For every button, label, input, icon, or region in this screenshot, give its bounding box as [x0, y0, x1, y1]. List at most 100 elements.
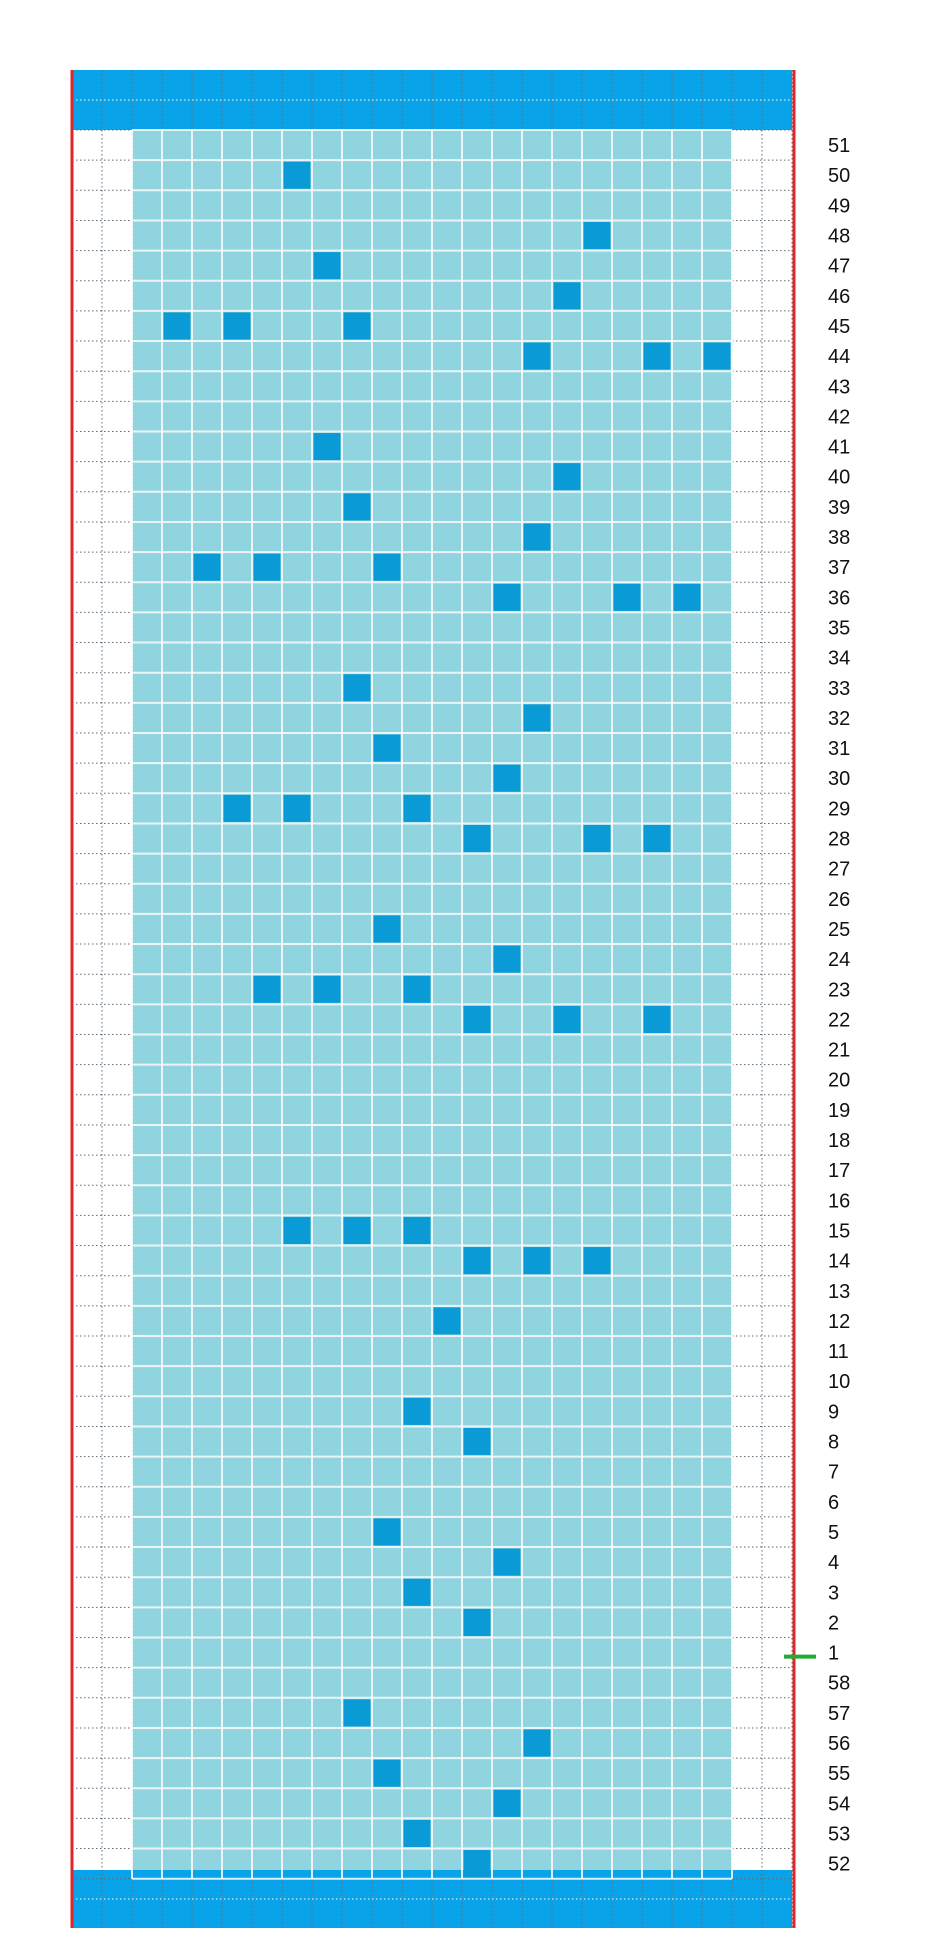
row-label: 52 [828, 1854, 850, 1876]
filled-cell [343, 493, 371, 521]
row-label: 8 [828, 1432, 839, 1454]
filled-cell [403, 1819, 431, 1848]
row-label: 7 [828, 1462, 839, 1484]
row-label: 44 [828, 346, 850, 368]
filled-cell [403, 794, 431, 822]
row-label: 11 [828, 1341, 849, 1363]
row-label: 37 [828, 557, 850, 579]
row-label: 50 [828, 165, 850, 187]
filled-cell [463, 1247, 491, 1275]
filled-cell [523, 704, 551, 732]
filled-cell [583, 1247, 611, 1275]
row-labels: 5150494847464544434241403938373635343332… [784, 135, 850, 1876]
row-label: 48 [828, 226, 850, 248]
filled-cell [193, 553, 221, 581]
filled-cell [463, 1005, 491, 1033]
row-label: 55 [828, 1763, 850, 1785]
filled-cell [553, 282, 581, 310]
filled-cell [553, 463, 581, 491]
filled-cell [493, 583, 521, 611]
filled-cell [703, 342, 731, 370]
filled-cell [163, 312, 191, 340]
filled-cell [343, 312, 371, 340]
row-label: 51 [828, 135, 850, 157]
row-label: 47 [828, 256, 850, 278]
filled-cell [283, 794, 311, 822]
filled-cell [373, 915, 401, 943]
filled-cell [523, 1729, 551, 1757]
filled-cell [493, 945, 521, 973]
row-label: 38 [828, 527, 850, 549]
filled-cell [223, 794, 251, 822]
filled-cell [433, 1307, 461, 1335]
row-label: 58 [828, 1673, 850, 1695]
filled-cell [283, 161, 311, 189]
filled-cell [493, 1789, 521, 1817]
row-label: 43 [828, 376, 850, 398]
filled-cells [163, 161, 731, 1878]
row-label: 45 [828, 316, 850, 338]
filled-cell [493, 1548, 521, 1576]
row-label: 19 [828, 1100, 850, 1122]
filled-cell [223, 312, 251, 340]
filled-cell [373, 553, 401, 581]
filled-cell [373, 734, 401, 762]
row-label: 32 [828, 708, 850, 730]
row-label: 30 [828, 768, 850, 790]
filled-cell [673, 583, 701, 611]
row-label: 15 [828, 1220, 850, 1242]
filled-cell [463, 824, 491, 853]
filled-cell [553, 1005, 581, 1033]
filled-cell [523, 523, 551, 551]
filled-cell [643, 824, 671, 853]
filled-cell [253, 553, 281, 581]
filled-cell [313, 433, 341, 461]
row-label: 16 [828, 1190, 850, 1212]
filled-cell [283, 1216, 311, 1245]
row-label: 20 [828, 1070, 850, 1092]
row-label: 29 [828, 798, 850, 820]
row-label: 56 [828, 1733, 850, 1755]
row-label: 46 [828, 286, 850, 308]
filled-cell [583, 824, 611, 853]
row-label: 21 [828, 1040, 850, 1062]
filled-cell [343, 1699, 371, 1727]
filled-cell [403, 1216, 431, 1245]
filled-cell [403, 975, 431, 1003]
row-label: 54 [828, 1793, 850, 1815]
row-label: 53 [828, 1823, 850, 1845]
row-label: 57 [828, 1703, 850, 1725]
filled-cell [403, 1578, 431, 1606]
row-label: 1 [828, 1643, 839, 1665]
filled-cell [343, 674, 371, 702]
filled-cell [253, 975, 281, 1003]
row-label: 4 [828, 1552, 839, 1574]
row-label: 12 [828, 1311, 850, 1333]
filled-cell [343, 1216, 371, 1245]
row-label: 34 [828, 648, 850, 670]
row-label: 35 [828, 617, 850, 639]
filled-cell [403, 1397, 431, 1425]
filled-cell [493, 764, 521, 792]
row-label: 31 [828, 738, 850, 760]
row-label: 5 [828, 1522, 839, 1544]
filled-cell [313, 252, 341, 280]
row-label: 2 [828, 1612, 839, 1634]
row-label: 3 [828, 1582, 839, 1604]
row-label: 23 [828, 979, 850, 1001]
row-label: 6 [828, 1492, 839, 1514]
row-label: 42 [828, 406, 850, 428]
filled-cell [373, 1518, 401, 1546]
filled-cell [463, 1427, 491, 1456]
row-label: 14 [828, 1251, 850, 1273]
filled-cell [643, 342, 671, 370]
row-label: 18 [828, 1130, 850, 1152]
row-label: 40 [828, 467, 850, 489]
filled-cell [523, 342, 551, 370]
row-label: 22 [828, 1009, 850, 1031]
row-label: 10 [828, 1371, 850, 1393]
filled-cell [463, 1850, 491, 1878]
row-label: 27 [828, 859, 850, 881]
row-label: 25 [828, 919, 850, 941]
